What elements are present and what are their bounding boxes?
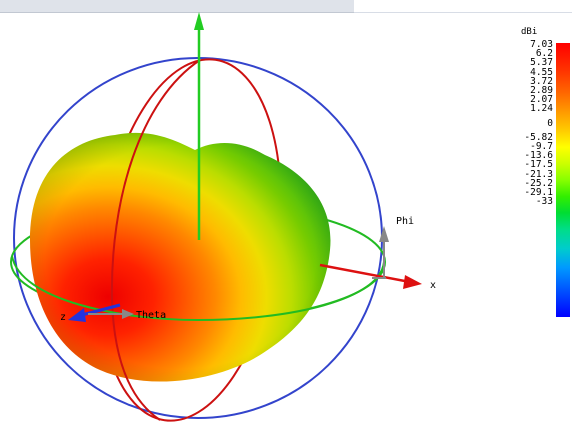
top-toolbar-strip — [0, 0, 572, 13]
legend-tick-label: 2.07 — [530, 94, 553, 106]
legend-tick-label: 7.03 — [530, 39, 553, 50]
z-axis-label: z — [60, 312, 66, 323]
theta-label: Theta — [136, 310, 166, 321]
legend-tick-label: -17.5 — [524, 159, 553, 171]
legend-tick-label: 3.72 — [530, 75, 553, 87]
z-axis-line — [77, 303, 121, 318]
legend-tick-label: 1.24 — [530, 103, 553, 115]
legend-tick-label: -13.6 — [524, 150, 553, 162]
equator-ring-front — [11, 255, 385, 322]
legend-tick-label: -21.3 — [524, 168, 553, 180]
legend-tick-label: 4.55 — [530, 66, 553, 78]
legend-tick-label: -29.1 — [524, 187, 553, 198]
legend-tick-label: 6.2 — [535, 48, 553, 60]
z-axis-arrowhead — [68, 308, 86, 322]
legend-tick-label: 0 — [547, 117, 553, 129]
legend-tick-label: 2.89 — [530, 85, 553, 96]
x-axis-label: x — [430, 280, 436, 291]
legend-tick-label: -25.2 — [524, 177, 553, 189]
radiation-lobe-shade — [30, 132, 331, 382]
legend-tick-label: -5.82 — [524, 131, 553, 143]
theta-arrowhead — [122, 309, 134, 319]
x-axis-arrowhead — [403, 275, 422, 289]
legend-color-bar — [556, 43, 570, 317]
theta-arc-front — [110, 59, 201, 421]
legend-tick-label: -9.7 — [530, 141, 553, 152]
legend-unit-label: dBi — [521, 27, 538, 37]
toolbar-panel — [0, 0, 354, 13]
phi-label: Phi — [396, 216, 414, 227]
phi-arrowhead — [379, 226, 389, 242]
color-scale-legend: dBi 7.03 6.2 5.37 4.55 3.72 2.89 2.07 1.24 0 -5.8… — [506, 27, 572, 317]
legend-tick-label: 5.37 — [530, 57, 553, 69]
legend-tick-label: -33 — [535, 196, 553, 208]
x-axis-line — [319, 263, 411, 284]
y-axis-arrowhead — [194, 12, 204, 30]
